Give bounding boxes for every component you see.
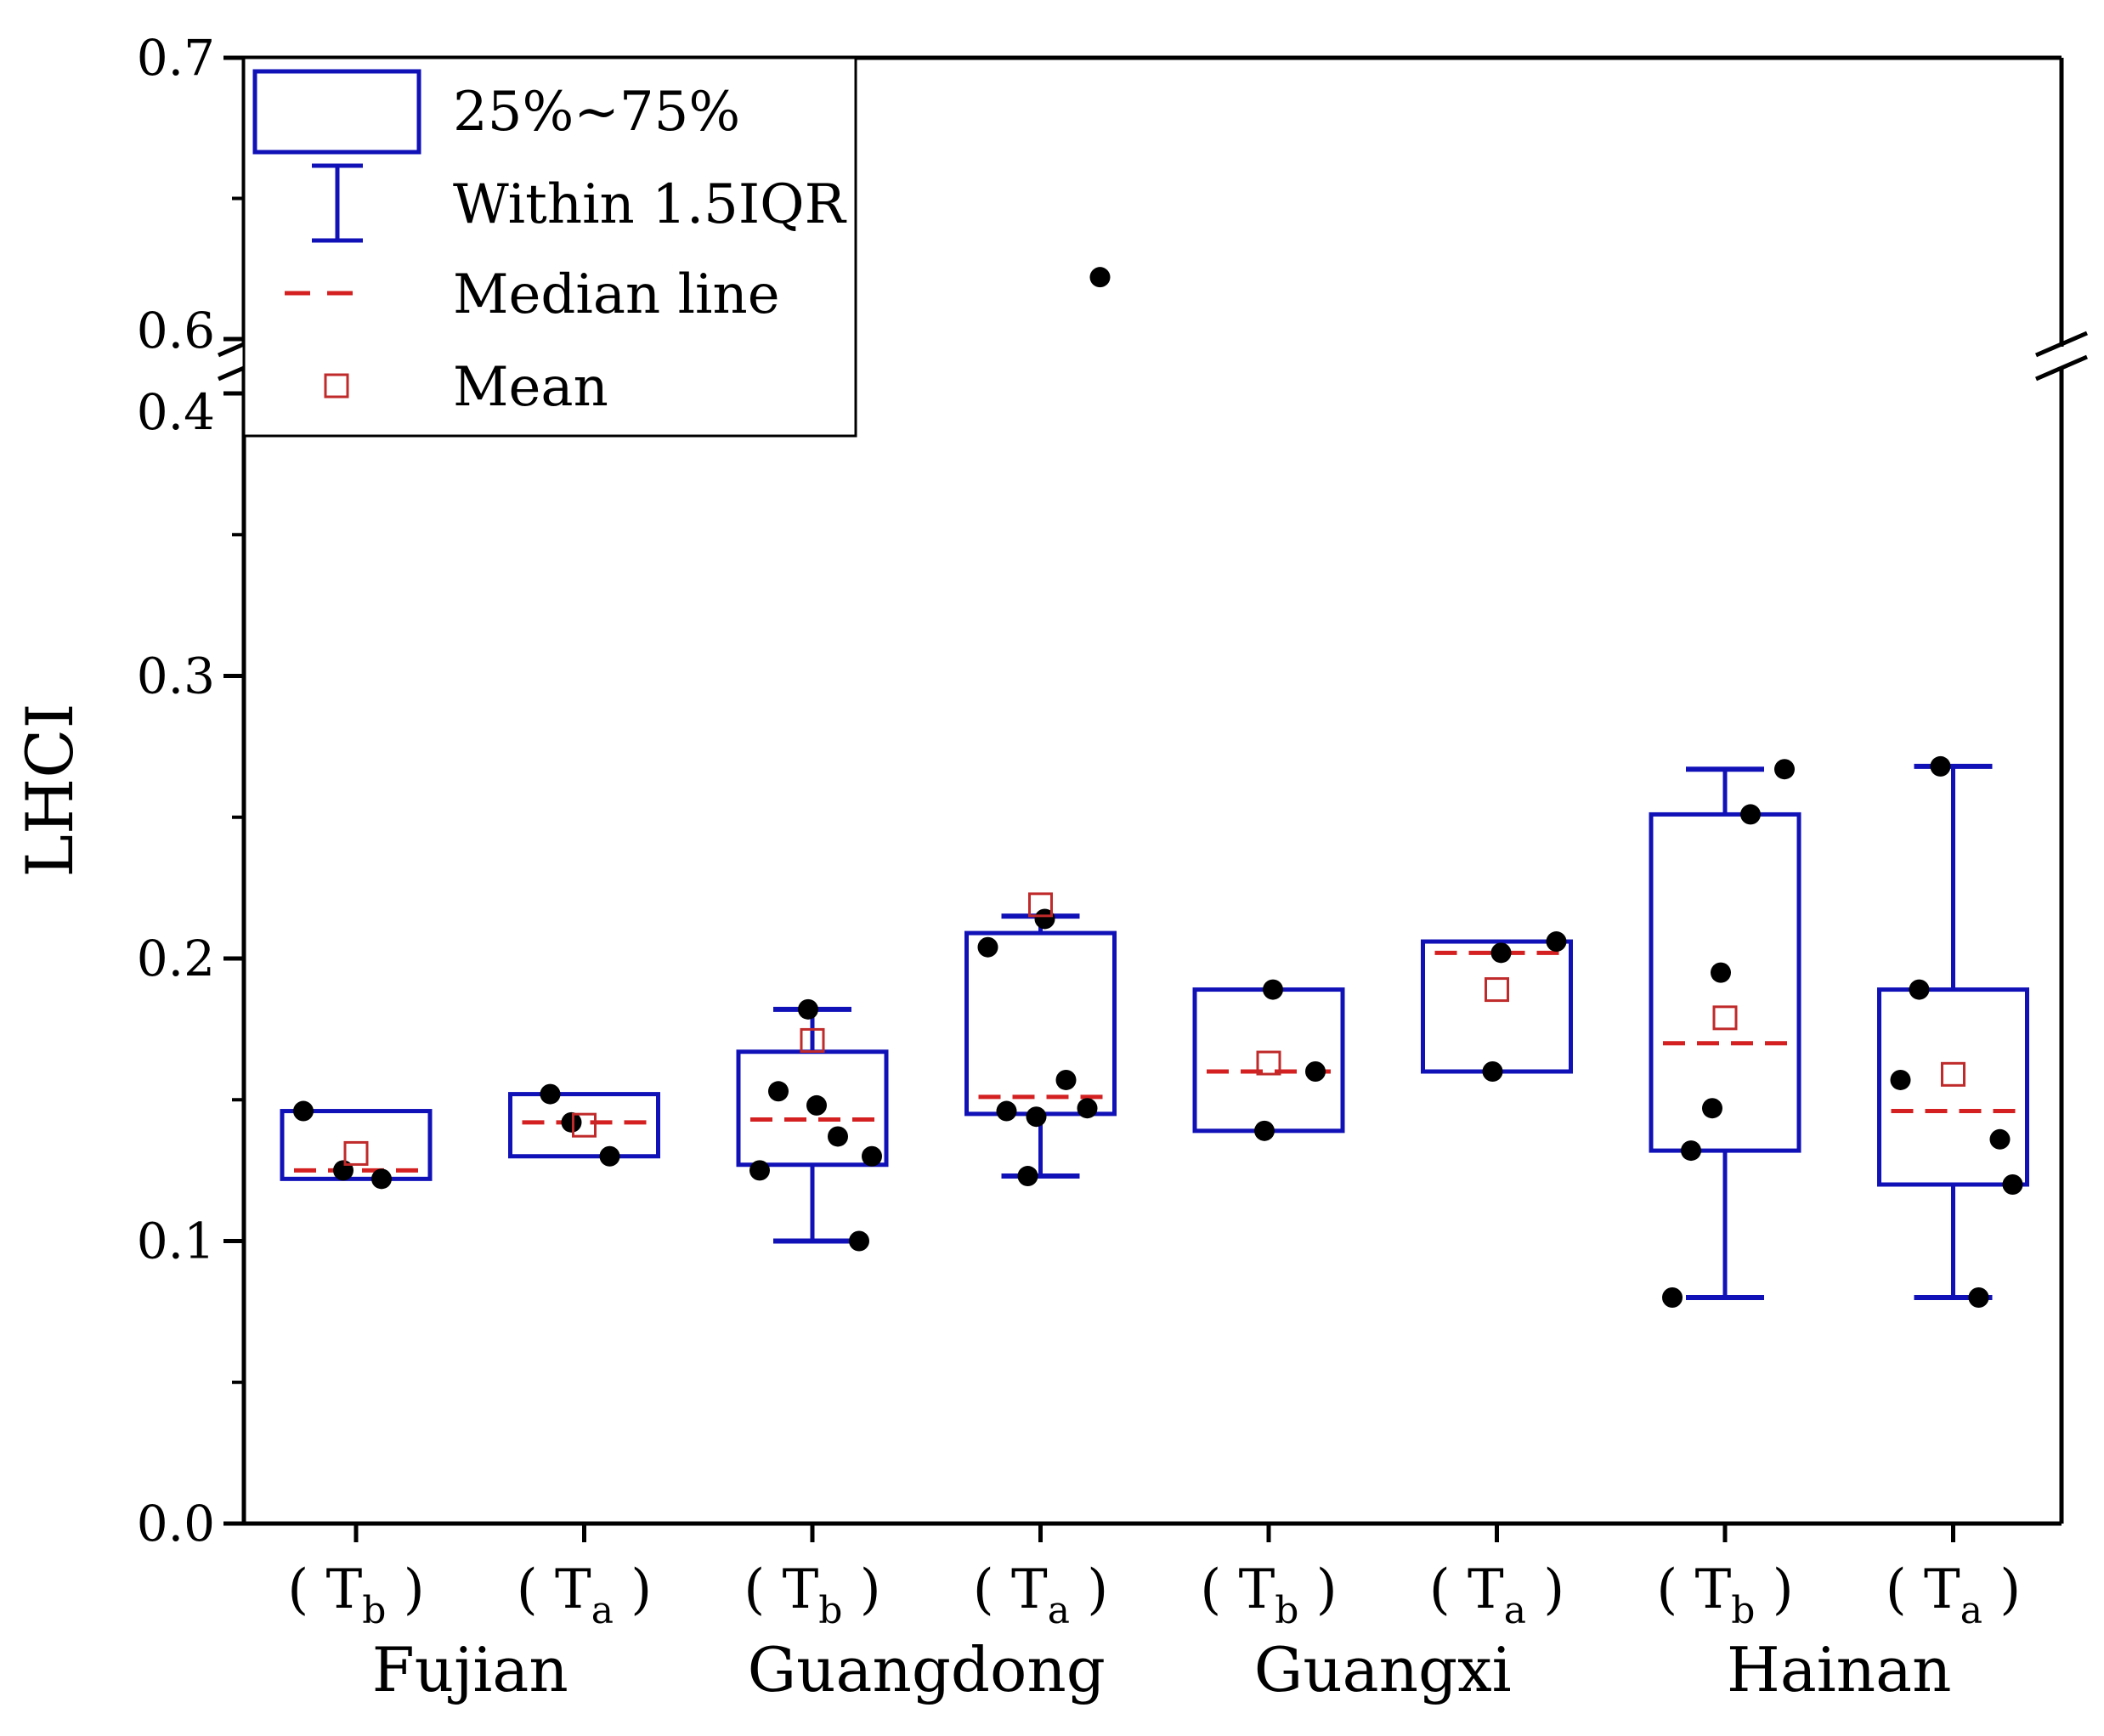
- group-label-guangdong: Guangdong: [748, 1634, 1106, 1705]
- iqr-box: [1192, 987, 1345, 1134]
- y-tick-label: 0.1: [137, 1213, 215, 1270]
- x-tick-label: ( Tb ): [744, 1558, 880, 1632]
- x-tick-label: ( Tb ): [287, 1558, 424, 1632]
- mean-marker: [1485, 977, 1509, 1003]
- mean-marker: [1941, 1061, 1965, 1087]
- group-label-hainan: Hainan: [1727, 1634, 1951, 1705]
- box-guangdong-ta: [964, 267, 1117, 1187]
- data-point: [1077, 1098, 1098, 1119]
- data-point: [2002, 1174, 2023, 1195]
- data-point: [849, 1230, 869, 1252]
- y-tick-label: 0.4: [137, 383, 215, 441]
- axis-break-mark-right: [2035, 354, 2088, 382]
- data-point: [1909, 979, 1930, 1000]
- data-point: [1890, 1069, 1911, 1090]
- x-tick-label: ( Ta ): [1429, 1558, 1565, 1632]
- data-point: [561, 1111, 582, 1133]
- data-point: [599, 1145, 620, 1167]
- iqr-box: [964, 930, 1117, 1117]
- legend-label-median: Median line: [453, 263, 780, 326]
- y-tick-label: 0.0: [137, 1495, 215, 1552]
- data-point: [1546, 931, 1567, 953]
- iqr-box: [280, 1109, 433, 1181]
- data-point: [1711, 962, 1731, 983]
- box-fujian-tb: [280, 1100, 433, 1190]
- y-axis-label: LHCI: [12, 704, 88, 878]
- box-guangdong-tb: [736, 998, 889, 1252]
- legend-label-mean: Mean: [453, 356, 608, 419]
- axis-break-mark-right: [2035, 331, 2088, 358]
- data-point: [1490, 942, 1512, 964]
- y-tick-label: 0.3: [137, 647, 215, 705]
- legend-frame: [242, 56, 857, 438]
- axis-break-gap-right: [2058, 347, 2065, 369]
- legend-mean-swatch: [324, 373, 349, 399]
- data-point: [996, 1100, 1017, 1122]
- data-point: [1740, 804, 1761, 825]
- data-point: [1254, 1120, 1275, 1141]
- data-point: [540, 1083, 561, 1105]
- iqr-box: [508, 1092, 660, 1159]
- data-point: [1662, 1287, 1683, 1308]
- legend-label-box: 25%~75%: [453, 81, 740, 144]
- group-label-fujian: Fujian: [372, 1634, 568, 1705]
- box-hainan-ta: [1877, 755, 2029, 1308]
- mean-marker: [343, 1140, 369, 1166]
- legend-box-swatch: [252, 69, 421, 155]
- data-point: [806, 1094, 827, 1116]
- iqr-box: [1649, 811, 1801, 1153]
- x-tick-label: ( Ta ): [1886, 1558, 2022, 1632]
- y-tick-label: 0.2: [137, 930, 215, 987]
- data-point: [1989, 1128, 2011, 1150]
- data-point: [862, 1145, 882, 1167]
- data-point: [749, 1160, 770, 1181]
- x-tick-label: ( Ta ): [517, 1558, 653, 1632]
- box-fujian-ta: [508, 1083, 660, 1167]
- legend-label-whisker: Within 1.5IQR: [453, 173, 847, 236]
- mean-marker: [800, 1027, 825, 1053]
- x-tick-label: ( Tb ): [1656, 1558, 1793, 1632]
- y-tick-label: 0.6: [137, 302, 215, 359]
- iqr-box: [1877, 987, 2029, 1187]
- mean-marker: [572, 1112, 597, 1138]
- data-point: [1702, 1098, 1722, 1119]
- mean-marker: [1712, 1005, 1738, 1031]
- data-point: [293, 1100, 314, 1122]
- mean-marker: [1256, 1050, 1281, 1076]
- box-guangxi-ta: [1421, 931, 1573, 1082]
- box-guangxi-tb: [1192, 979, 1345, 1141]
- data-point: [1774, 759, 1795, 780]
- data-point: [1968, 1287, 1989, 1308]
- data-point: [1017, 1166, 1038, 1187]
- data-point: [1681, 1140, 1701, 1162]
- data-point: [798, 998, 818, 1020]
- data-point: [1930, 755, 1951, 777]
- data-point: [1034, 908, 1055, 930]
- data-point: [1263, 979, 1283, 1000]
- x-tick-label: ( Tb ): [1200, 1558, 1337, 1632]
- data-point: [371, 1168, 392, 1190]
- x-tick-label: ( Ta ): [973, 1558, 1109, 1632]
- mean-marker: [1028, 892, 1053, 918]
- data-point: [828, 1126, 848, 1147]
- y-tick-label: 0.7: [137, 29, 215, 87]
- data-point: [1482, 1061, 1503, 1082]
- group-label-guangxi: Guangxi: [1254, 1634, 1512, 1705]
- data-point: [1026, 1106, 1047, 1128]
- data-point: [1089, 267, 1111, 288]
- box-hainan-tb: [1649, 759, 1801, 1308]
- data-point: [977, 936, 998, 958]
- data-point: [1305, 1061, 1326, 1082]
- data-point: [1055, 1069, 1077, 1090]
- data-point: [768, 1081, 789, 1102]
- legend: [242, 56, 857, 438]
